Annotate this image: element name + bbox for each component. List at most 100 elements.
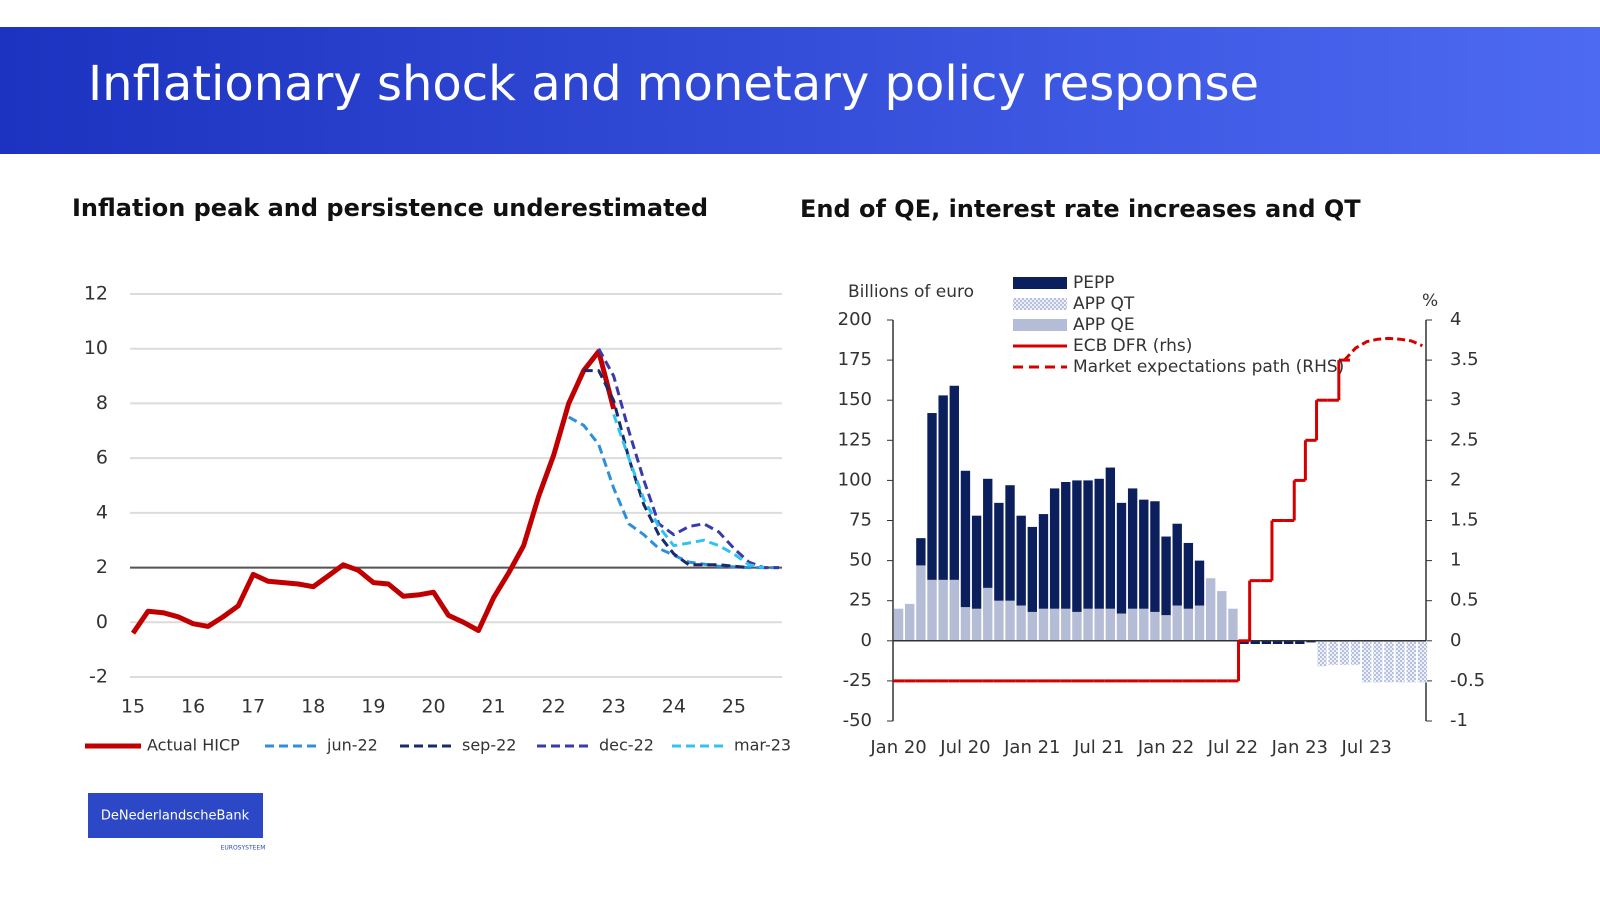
y2-axis-label: % <box>1422 291 1438 311</box>
bar-segment <box>1116 613 1127 641</box>
x-tick-label: Jan 20 <box>869 737 926 758</box>
series-line <box>612 413 765 570</box>
y2-tick-label: 1 <box>1450 550 1461 571</box>
x-tick-label: Jul 21 <box>1073 737 1124 758</box>
bar-segment <box>1183 542 1194 609</box>
bar-segment <box>1406 640 1416 683</box>
x-tick-label: 21 <box>481 696 505 718</box>
bar-segment <box>1217 591 1227 641</box>
legend-swatch <box>1013 277 1067 289</box>
bar-segment <box>983 587 993 641</box>
series-line <box>130 348 617 635</box>
bar-segment <box>1049 488 1060 609</box>
bar-segment <box>1061 482 1071 609</box>
x-tick-label: 25 <box>722 696 746 718</box>
legend-swatch <box>1013 298 1067 310</box>
legend-label: Market expectations path (RHS) <box>1073 357 1344 377</box>
series-line <box>597 347 779 570</box>
legend-label: jun-22 <box>326 736 378 755</box>
bar-segment <box>893 608 904 641</box>
bar-segment <box>1139 608 1149 641</box>
x-tick-label: Jul 23 <box>1341 737 1392 758</box>
legend-label: sep-22 <box>462 736 516 755</box>
logo-subtext: EUROSYSTEEM <box>221 845 266 852</box>
bar-segment <box>1250 640 1260 645</box>
y-tick-label: 25 <box>849 590 872 611</box>
bar-segment <box>960 607 971 641</box>
bar-segment <box>1005 600 1015 641</box>
bar-segment <box>1094 608 1104 641</box>
bar-segment <box>1105 467 1116 609</box>
bar-segment <box>1205 578 1216 641</box>
series-line <box>1343 336 1423 362</box>
chart-title: End of QE, interest rate increases and Q… <box>800 195 1361 223</box>
logo <box>88 793 263 838</box>
x-tick-label: Jan 21 <box>1003 737 1060 758</box>
x-tick-label: Jul 20 <box>939 737 990 758</box>
bar-segment <box>1027 526 1038 612</box>
y-tick-label: 150 <box>838 389 872 410</box>
y2-tick-label: 3 <box>1450 389 1461 410</box>
x-tick-label: 23 <box>602 696 626 718</box>
y-tick-label: 6 <box>96 447 108 469</box>
y-axis-label: Billions of euro <box>848 282 974 302</box>
bar-segment <box>1350 640 1361 665</box>
chart-title: Inflation peak and persistence underesti… <box>72 194 708 222</box>
bar-segment <box>1161 615 1171 641</box>
bar-segment <box>1150 611 1160 641</box>
bar-segment <box>1261 640 1272 645</box>
y2-tick-label: 1.5 <box>1450 510 1479 531</box>
x-tick-label: 24 <box>662 696 686 718</box>
y-tick-label: 0 <box>96 611 108 633</box>
bar-segment <box>983 478 993 588</box>
bar-segment <box>1161 536 1171 616</box>
bar-segment <box>1083 608 1093 641</box>
bar-segment <box>1016 515 1026 606</box>
bar-segment <box>916 538 926 566</box>
y2-tick-label: -0.5 <box>1450 670 1485 691</box>
bar-segment <box>1395 640 1405 683</box>
bar-segment <box>1150 501 1160 612</box>
header-band <box>0 27 1600 154</box>
bar-segment <box>1295 640 1305 645</box>
bar-segment <box>938 395 948 580</box>
y2-tick-label: -1 <box>1450 710 1468 731</box>
y-tick-label: 4 <box>96 501 108 523</box>
bar-segment <box>1139 499 1149 609</box>
y2-tick-label: 4 <box>1450 309 1461 330</box>
bar-segment <box>960 470 971 608</box>
bar-segment <box>949 579 959 641</box>
y-tick-label: 200 <box>838 309 872 330</box>
x-tick-label: Jan 23 <box>1271 737 1328 758</box>
bar-segment <box>1272 640 1283 645</box>
bar-segment <box>1362 640 1372 683</box>
bar-segment <box>1194 605 1205 641</box>
bar-segment <box>1373 640 1383 683</box>
bar-segment <box>1083 480 1093 609</box>
bar-segment <box>916 565 926 641</box>
logo-text: DeNederlandscheBank <box>101 809 250 824</box>
bar-segment <box>1328 640 1338 665</box>
x-tick-label: Jul 22 <box>1207 737 1258 758</box>
legend-label: PEPP <box>1073 273 1115 293</box>
x-tick-label: 22 <box>542 696 566 718</box>
legend-label: dec-22 <box>599 736 654 755</box>
bar-segment <box>1239 640 1249 645</box>
bar-segment <box>1016 605 1026 641</box>
y2-tick-label: 2 <box>1450 469 1461 490</box>
y-tick-label: 2 <box>96 556 108 578</box>
legend-label: mar-23 <box>734 736 791 755</box>
legend-label: APP QE <box>1073 315 1135 335</box>
bar-segment <box>1005 485 1015 601</box>
x-tick-label: 16 <box>181 696 205 718</box>
bar-segment <box>1094 478 1104 609</box>
chart-policy: -50 -25 0 25 50 75 100 125 150 175 200 -1 -0.5 0 0.5 1 1… <box>838 273 1485 758</box>
slide-title: Inflationary shock and monetary policy r… <box>88 56 1259 112</box>
y-tick-label: -50 <box>843 710 872 731</box>
bar-segment <box>994 600 1004 641</box>
bar-segment <box>1172 523 1182 606</box>
bar-segment <box>927 413 937 580</box>
